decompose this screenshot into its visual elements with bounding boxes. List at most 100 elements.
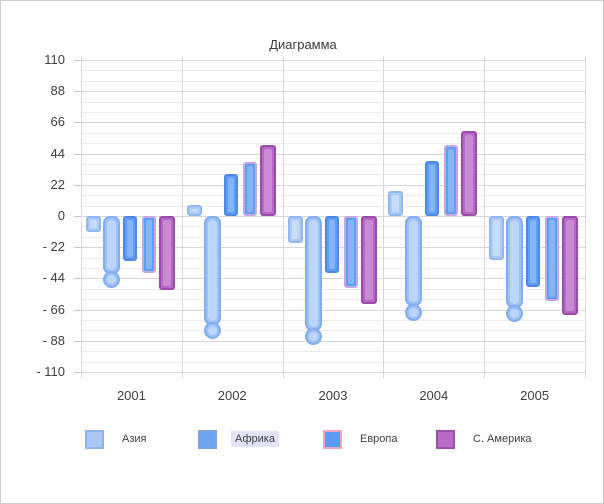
gridline-minor [81,164,585,165]
legend-item-n-america[interactable]: С. Америка [436,428,536,450]
y-axis-label: 66 [50,114,65,130]
bar-end-marker-lollipop-2001[interactable] [103,271,120,289]
bar-highlight [163,220,171,286]
bar-lollipop-2002[interactable] [203,216,221,325]
legend-swatch-africa [198,429,217,449]
x-axis-label-2001: 2001 [116,388,146,403]
bar-africa-2005[interactable] [526,216,541,287]
bar-asia-2002[interactable] [186,204,202,216]
legend-label-n-america: С. Америка [473,433,532,445]
bar-highlight [493,220,501,256]
y-axis-label: 110 [44,52,65,67]
legend-label-asia: Азия [122,433,147,445]
bar-highlight [227,177,234,212]
x-axis-label-2003: 2003 [318,388,348,403]
bar-highlight [465,134,474,212]
gridline-major [81,122,585,124]
bar-highlight [409,220,419,303]
vertical-gridline [585,56,586,378]
legend-label-europe: Европа [360,433,398,445]
bar-n-america-2003[interactable] [360,216,377,304]
bar-n-america-2001[interactable] [159,216,175,290]
gridline-minor [81,288,585,290]
bar-europe-2003[interactable] [343,216,358,289]
bar-highlight [566,220,575,312]
bar-africa-2002[interactable] [223,173,238,216]
vertical-gridline [81,56,82,378]
legend-item-europe[interactable]: Европа [323,428,402,450]
marker-highlight [510,309,520,319]
bar-africa-2001[interactable] [123,216,137,262]
y-axis-label: 0 [57,208,65,223]
y-axis-tick [74,278,81,280]
y-axis-tick [74,184,81,186]
bar-africa-2003[interactable] [324,216,339,273]
y-axis-tick [74,247,81,249]
bar-lollipop-2005[interactable] [506,216,524,308]
bar-end-marker-lollipop-2002[interactable] [203,322,221,340]
gridline-minor [81,351,585,353]
gridline-minor [81,330,585,332]
y-axis-tick [74,60,81,61]
bar-lollipop-2004[interactable] [405,216,423,307]
y-axis-tick [74,340,81,342]
y-axis-tick [74,153,81,155]
legend-item-asia[interactable]: Азия [85,428,150,450]
y-axis-tick [74,309,81,311]
bar-end-marker-lollipop-2004[interactable] [405,303,423,321]
bar-europe-2004[interactable] [444,145,459,216]
bar-asia-2004[interactable] [388,190,404,216]
bar-n-america-2004[interactable] [461,130,478,216]
x-axis-label-2004: 2004 [419,388,449,403]
bar-highlight [530,220,537,283]
vertical-gridline [181,56,183,378]
bar-lollipop-2003[interactable] [304,216,322,331]
bar-europe-2005[interactable] [545,216,560,302]
bar-highlight [190,208,198,212]
bar-asia-2005[interactable] [489,216,505,260]
gridline-major [81,340,585,342]
bar-europe-2001[interactable] [142,216,156,273]
bar-asia-2001[interactable] [86,216,101,232]
bar-highlight [429,164,436,212]
bar-africa-2004[interactable] [425,160,440,216]
bar-lollipop-2001[interactable] [103,216,120,274]
legend-item-africa[interactable]: Африка [198,428,279,450]
bar-highlight [107,220,116,270]
bar-europe-2002[interactable] [242,162,257,216]
y-axis-tick [74,122,81,124]
gridline-minor [81,299,585,301]
marker-highlight [107,275,116,285]
bar-n-america-2005[interactable] [562,216,579,316]
legend-swatch-n-america [436,429,455,449]
gridline-major [81,278,585,280]
gridline-major [81,372,585,373]
bar-highlight [448,149,455,212]
marker-highlight [409,307,419,317]
bar-highlight [364,220,373,300]
y-axis-label: - 110 [36,364,65,379]
y-axis-label: - 44 [42,270,65,286]
bar-n-america-2002[interactable] [259,145,276,216]
gridline-minor [81,361,585,363]
y-axis-label: - 22 [42,239,65,255]
gridline-major [81,60,585,61]
gridline-minor [81,205,585,207]
bar-highlight [291,220,299,239]
bar-highlight [328,220,335,269]
y-axis-label: - 88 [42,332,65,348]
y-axis-tick [74,91,81,93]
legend-swatch-asia [85,429,104,449]
y-axis-label: - 66 [42,301,65,317]
bar-highlight [246,166,253,212]
vertical-gridline [383,56,385,378]
bar-end-marker-lollipop-2005[interactable] [506,305,524,323]
vertical-gridline [484,56,486,378]
gridline-major [81,309,585,311]
bar-end-marker-lollipop-2003[interactable] [304,328,322,345]
gridline-minor [81,101,585,103]
bar-asia-2003[interactable] [287,216,303,243]
marker-highlight [308,332,318,341]
gridline-minor [81,132,585,134]
gridline-minor [81,320,585,321]
